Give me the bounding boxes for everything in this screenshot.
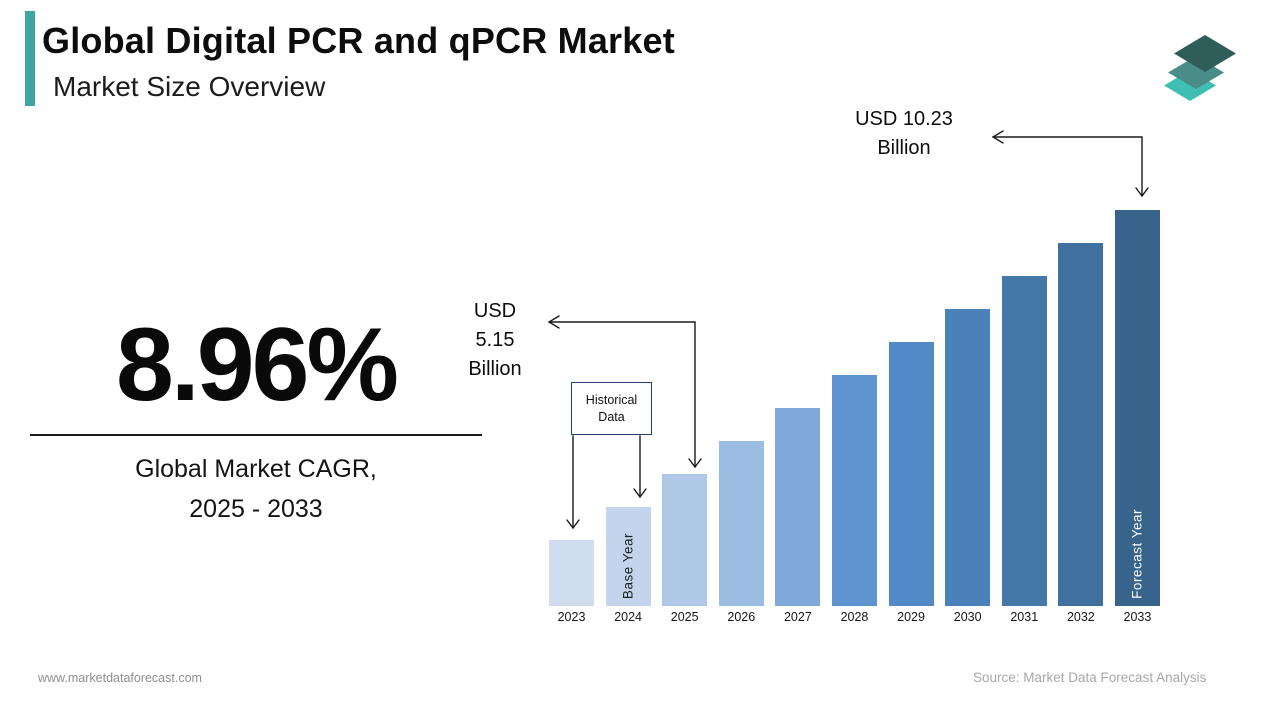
axis-label-2027: 2027 [783,610,812,624]
cagr-caption-line1: Global Market CAGR, [135,455,377,483]
title-accent-bar [25,11,35,106]
annotation-base-value-line3: Billion [468,358,522,380]
annotation-base-value-line1: USD [473,300,517,322]
axis-label-2025: 2025 [670,610,699,624]
website-url: www.marketdataforecast.com [38,671,202,685]
bar-2026 [718,441,764,606]
arrow-forecast [992,136,1143,197]
arrowhead-forecast-down [1135,187,1149,198]
bar-2023 [549,540,594,606]
annotation-forecast-value: USD 10.23 Billion [843,105,965,163]
arrowhead-forecast-left [991,130,1004,144]
axis-label-2031: 2031 [1010,610,1039,624]
bar-column-2030: 2030 [945,309,991,625]
bar-2028 [831,375,877,606]
annotation-base-value-line2: 5.15 [475,329,515,351]
bar-column-2023: 2023 [549,540,594,625]
bar-2027 [775,408,821,606]
bar-2025 [662,474,708,606]
bar-2032 [1058,243,1104,606]
bar-column-2033: Forecast Year 2033 [1114,210,1160,625]
axis-label-2029: 2029 [897,610,925,624]
page-title: Global Digital PCR and qPCR Market [42,20,675,61]
axis-label-2030: 2030 [953,610,982,624]
axis-label-2032: 2032 [1066,610,1095,624]
cagr-divider [30,434,482,436]
bar-column-2031: 2031 [1001,276,1047,625]
cagr-caption: Global Market CAGR, 2025 - 2033 [30,449,482,529]
bar-2031 [1001,276,1047,606]
bar-2030 [945,309,991,606]
bar-column-2024: Base Year 2024 [605,507,651,625]
axis-label-2026: 2026 [727,610,756,624]
bar-column-2029: 2029 [888,342,934,625]
annotation-forecast-value-line1: USD 10.23 [855,108,953,130]
axis-label-2028: 2028 [840,610,869,624]
page-subtitle: Market Size Overview [53,71,326,102]
cagr-value: 8.96% [116,307,399,423]
bar-column-2028: 2028 [831,375,877,625]
bar-column-2025: 2025 [662,474,708,625]
cagr-caption-line2: 2025 - 2033 [189,495,323,523]
bar-inner-label-2033: Forecast Year [1129,509,1145,599]
axis-label-2033: 2033 [1123,610,1152,624]
bar-2029 [888,342,934,606]
source-note: Source: Market Data Forecast Analysis [973,670,1207,685]
bar-column-2027: 2027 [775,408,821,625]
bar-2033: Forecast Year [1114,210,1160,606]
axis-label-2023: 2023 [557,610,586,624]
axis-label-2024: 2024 [614,610,642,624]
bar-inner-label-2024: Base Year [620,532,636,599]
annotation-forecast-value-line2: Billion [877,137,931,159]
annotation-base-value: USD 5.15 Billion [450,297,540,384]
bar-chart: 2023 Base Year 2024 2025 2026 2027 2028 2029 203… [549,210,1160,625]
bar-2024: Base Year [605,507,651,606]
bar-column-2032: 2032 [1058,243,1104,625]
bar-column-2026: 2026 [718,441,764,625]
market-data-forecast-logo-icon [1160,22,1252,108]
